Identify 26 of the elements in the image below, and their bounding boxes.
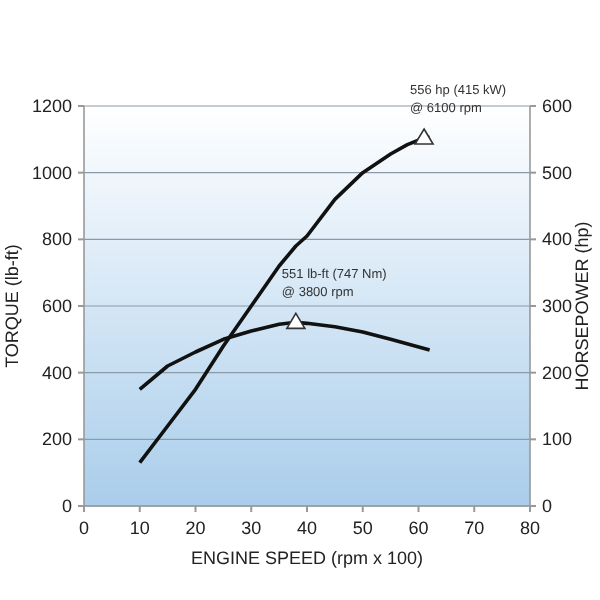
y-axis-title: TORQUE (lb-ft) [2,244,22,368]
x-tick-label: 70 [464,518,485,538]
y-tick-label: 600 [41,296,72,316]
x-tick-label: 0 [78,518,90,538]
x-tick-label: 10 [129,518,150,538]
x-tick-label: 60 [408,518,429,538]
y2-tick-label: 600 [542,96,573,116]
y-tick-label: 1000 [31,162,72,183]
y-tick-label: 1200 [31,96,72,116]
y2-tick-label: 0 [542,496,553,516]
x-tick-label: 40 [296,518,318,538]
y2-tick-label: 400 [542,229,573,250]
x-tick-label: 50 [352,518,373,538]
y2-tick-label: 100 [542,429,573,450]
y2-tick-label: 300 [542,296,573,316]
y2-axis-title: HORSEPOWER (hp) [572,221,592,391]
y-tick-label: 400 [41,362,72,383]
y2-tick-label: 500 [542,162,573,183]
y-tick-label: 0 [61,496,72,516]
x-axis-title: ENGINE SPEED (rpm x 100) [190,548,424,568]
x-tick-label: 80 [519,518,541,538]
y2-tick-label: 200 [542,362,573,383]
x-tick-label: 30 [241,518,262,538]
y-tick-label: 200 [41,429,72,450]
x-tick-label: 20 [185,518,206,538]
y-tick-label: 800 [41,229,72,250]
